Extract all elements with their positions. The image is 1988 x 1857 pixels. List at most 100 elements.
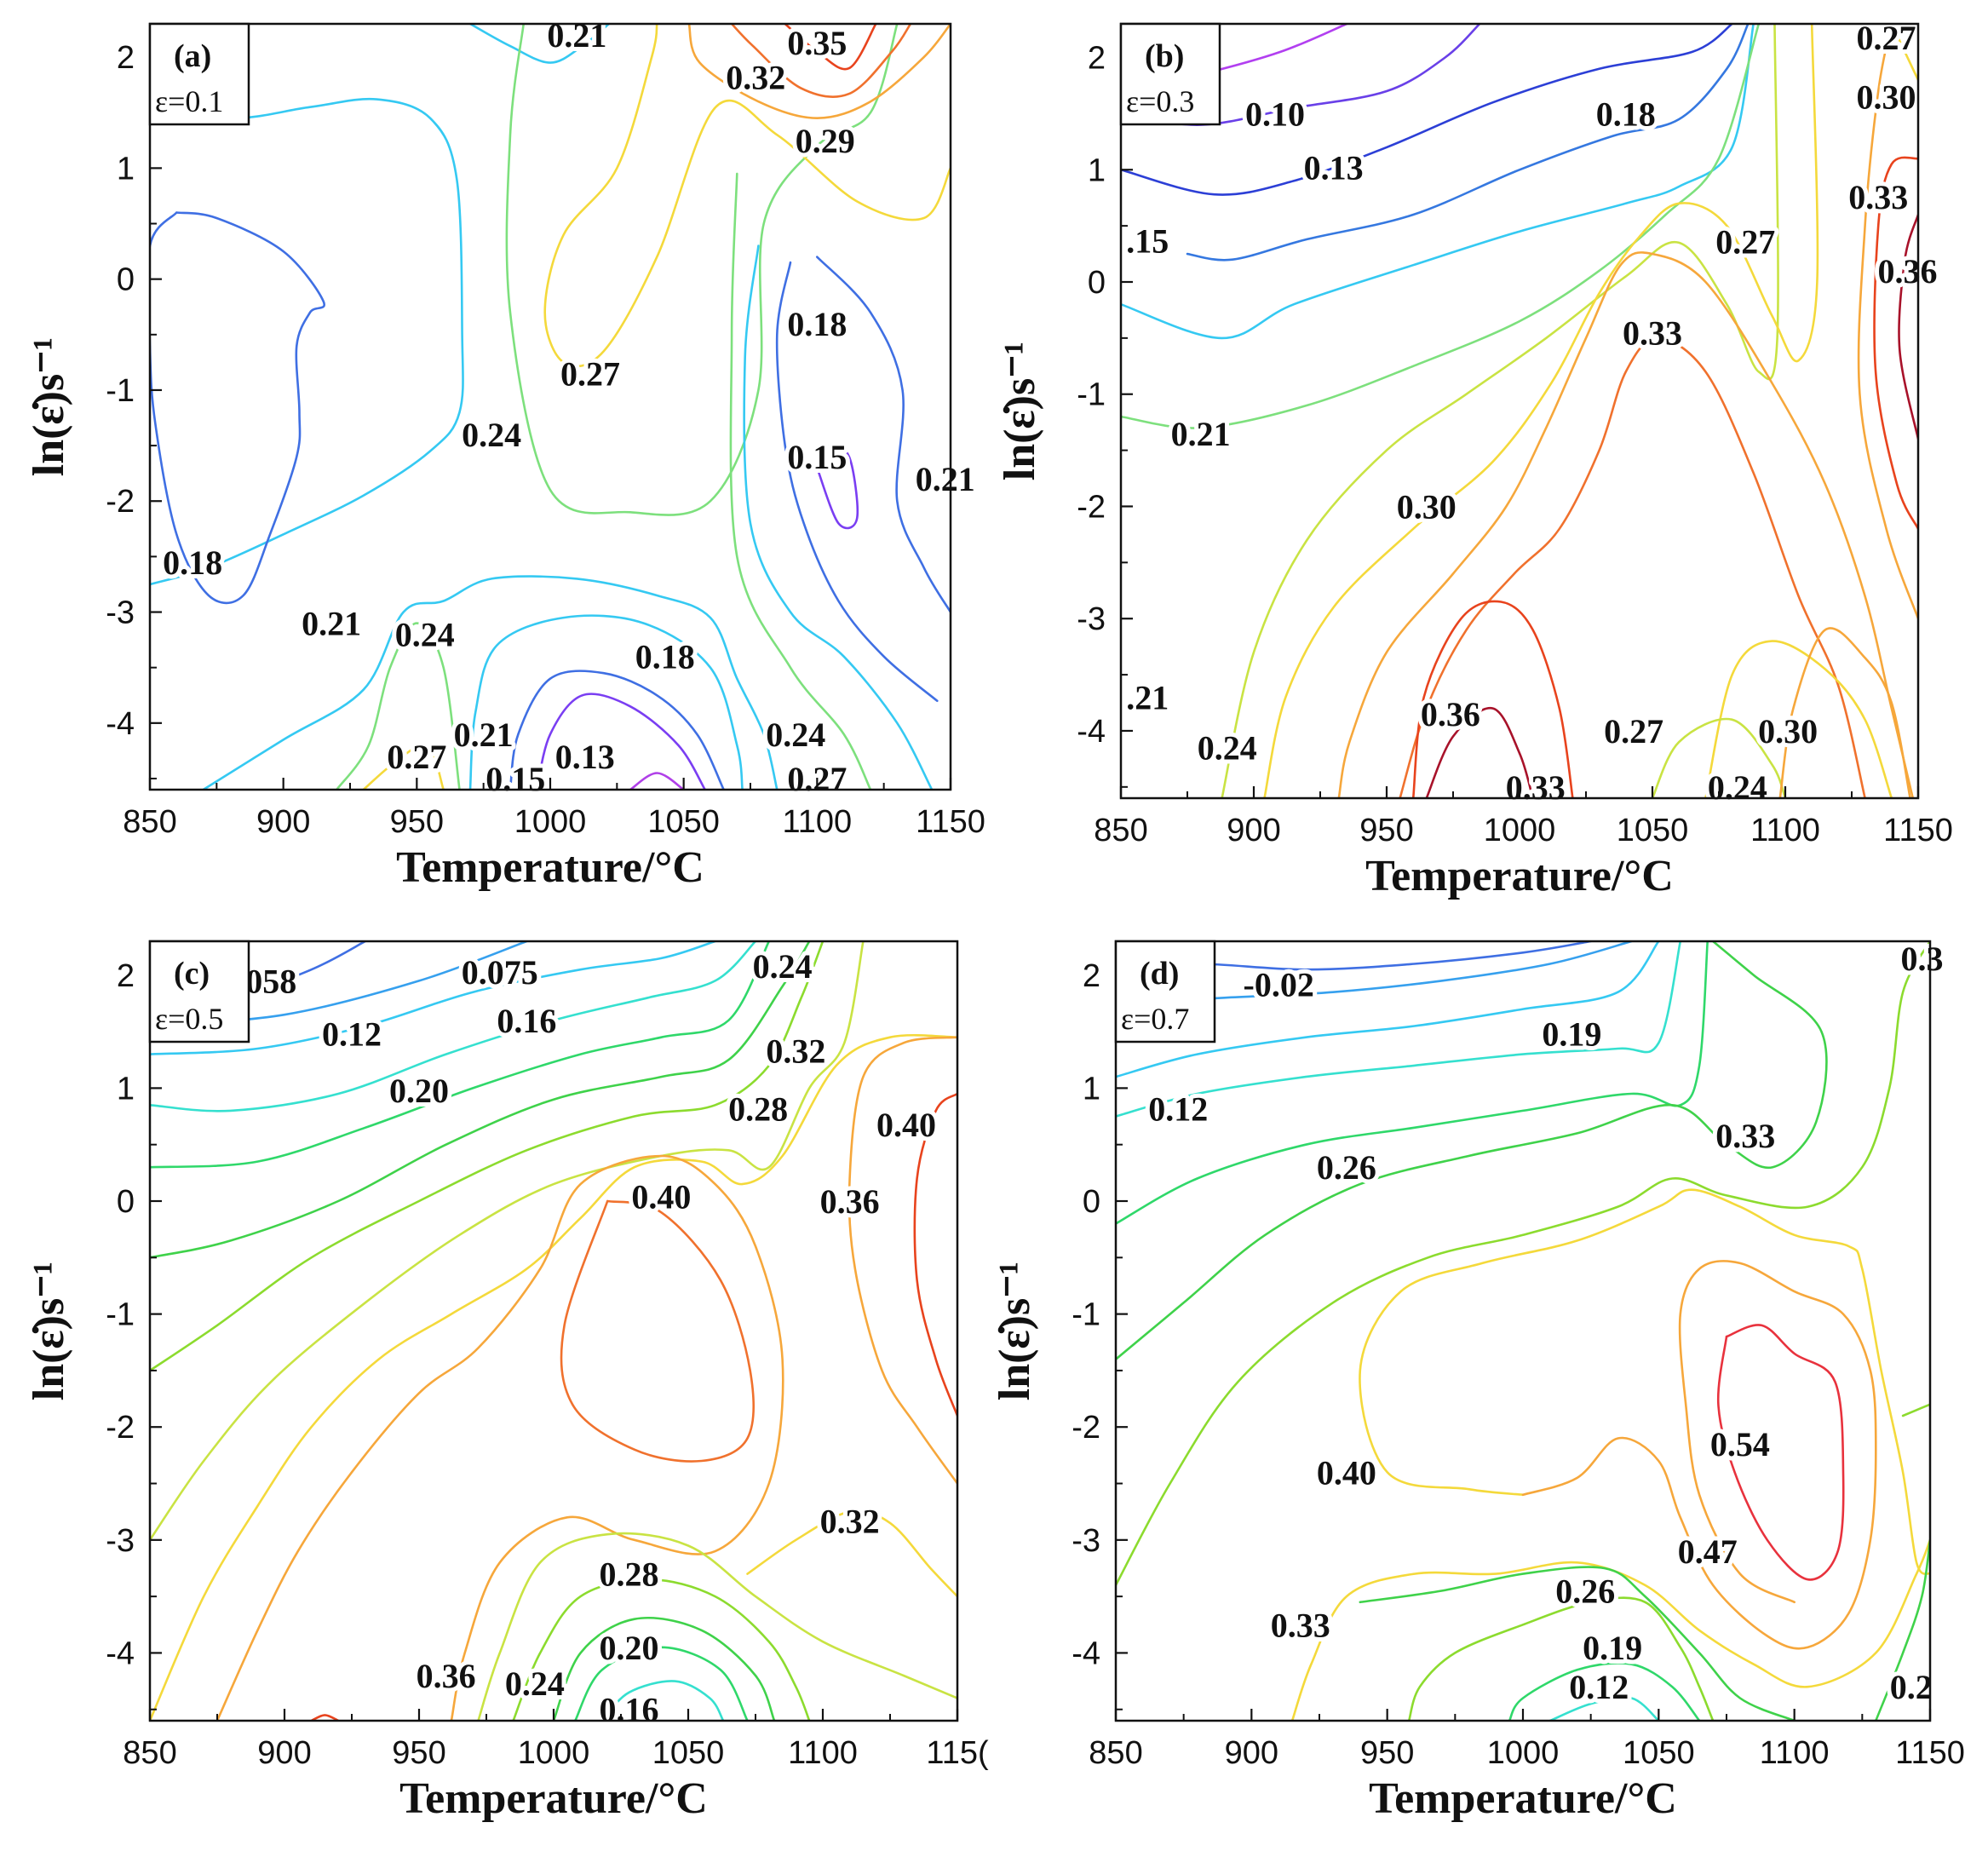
x-tick-label: 950 [390,804,444,840]
contour-line [150,941,865,1542]
contour-line [847,1036,957,1485]
contour-line [1651,717,1787,798]
y-tick-label: -1 [1077,377,1106,413]
x-axis-title: Temperature/°C [396,843,704,892]
contour-label: 0.32 [820,1502,880,1540]
contour-line [505,24,899,516]
contour-label: 0.21 [916,460,975,498]
contour-line [784,24,877,71]
contour-labels: 0.3-0.020.190.120.330.260.540.400.470.26… [1144,935,1947,1710]
contour-label: 0.30 [1758,712,1818,750]
contour-label: 0.3 [1900,940,1943,978]
x-tick-label: 900 [1225,1735,1278,1771]
x-tick-label: 1100 [782,804,852,840]
contour-label: 0.19 [1583,1629,1642,1667]
y-tick-label: 2 [1088,41,1106,77]
x-tick-label: 1150 [1883,813,1953,848]
contour-label: 0.19 [1542,1015,1601,1054]
contour-label: 0.27 [387,738,446,776]
panel-letter: (d) [1140,956,1179,992]
y-tick-label: 0 [117,1184,135,1220]
contour-label: 0.24 [462,416,521,454]
panel-b: 0.27 0.10 0.30 0.18 0.13 0.33 .15 0.27 0.36 0.33 0… [996,14,1953,900]
contour-label: 0.21 [547,16,606,55]
contour-line [215,1154,784,1721]
contour-labels: -0.00580.0750.240.160.120.320.200.280.40… [187,943,940,1733]
contour-label: 0.21 [302,605,361,643]
contour-line [1875,1538,1930,1721]
contour-label: 0.16 [599,1691,658,1729]
x-tick-label: 1000 [518,1735,590,1771]
y-tick-label: -1 [106,373,135,409]
contour-line [775,261,939,703]
contour-label: 0.24 [395,616,455,654]
contour-line [1521,1260,1877,1650]
strain-value: ε=0.5 [155,1002,223,1036]
contour-line [536,693,706,790]
y-tick-label: -1 [1072,1297,1100,1333]
panel-label-box [1119,22,1221,126]
contour-label: 0.40 [876,1106,936,1144]
plot-frame [1114,940,1932,1722]
contour-line [1121,24,1761,429]
contour-label: 0.18 [1596,95,1656,133]
contour-label: 0.27 [1857,19,1916,57]
y-tick-label: 0 [1088,265,1106,301]
contour-lines [1121,24,1918,798]
contour-line [1359,1188,1930,1575]
contour-label: 0.24 [766,716,825,754]
x-tick-label: 1050 [1617,813,1689,848]
contour-label: 0.33 [1715,1117,1775,1155]
panel-d: 0.3-0.020.190.120.330.260.540.400.470.26… [991,935,1965,1823]
contour-label: -0.02 [1244,965,1314,1003]
contour-label: 0.40 [631,1178,691,1216]
contour-labels: 0.27 0.10 0.30 0.18 0.13 0.33 .15 0.27 0.36 0.33 0… [1122,14,1941,811]
x-tick-label: 900 [256,804,310,840]
contour-line [1898,213,1918,440]
contour-line [150,941,825,1372]
contour-label: 0.27 [560,354,620,393]
contour-label: 0.12 [1148,1089,1208,1128]
contour-line [1411,600,1574,798]
contour-label: 0.24 [1198,729,1257,768]
contour-label: 0.16 [497,1002,556,1040]
contour-label: 0.27 [1715,223,1775,262]
contour-label: 0.30 [1857,78,1916,117]
contour-line [1116,941,1828,1360]
x-tick-label: 1150 [916,804,985,840]
contour-line [1873,156,1918,531]
panel-letter: (b) [1145,38,1184,74]
x-tick-label: 1050 [652,1735,725,1771]
contour-labels: 0.21 0.350.32 0.29 0.18 0.27 0.24 0.15 0.21 0.18… [158,12,980,802]
contour-label: 0.33 [1848,178,1908,216]
y-tick-label: -2 [1077,489,1106,525]
contour-label: 0.36 [1421,695,1480,733]
x-tick-label: 1000 [1484,813,1556,848]
x-tick-label: 900 [257,1735,311,1771]
panel-label-box [148,22,250,126]
x-tick-label: 1100 [1760,1735,1830,1771]
contour-line [1116,941,1930,1587]
y-tick-label: 1 [1088,152,1106,188]
contour-line [746,1509,957,1598]
y-axis-title: ln(ε̇)s⁻¹ [991,1262,1039,1401]
contour-line [1263,24,1819,798]
y-tick-label: -4 [1072,1636,1100,1671]
contour-line [1116,941,1709,1225]
x-tick-label: 1050 [1623,1735,1695,1771]
contour-line [543,24,951,368]
contour-line [202,575,779,790]
panel-label-box [1114,940,1216,1043]
x-tick-label: 950 [1360,1735,1414,1771]
contour-line [1857,24,1918,620]
contour-label: 0.32 [726,59,785,97]
contour-label: 0.36 [417,1657,476,1695]
contour-label: 0.18 [787,305,847,343]
contour-label: 0.35 [787,24,847,62]
contour-lines [1116,941,1930,1721]
contour-line [362,743,445,790]
contour-label: 0.18 [635,638,695,676]
contour-line [816,444,859,530]
y-tick-label: 0 [117,262,135,298]
contour-label: 0.33 [1623,313,1682,352]
